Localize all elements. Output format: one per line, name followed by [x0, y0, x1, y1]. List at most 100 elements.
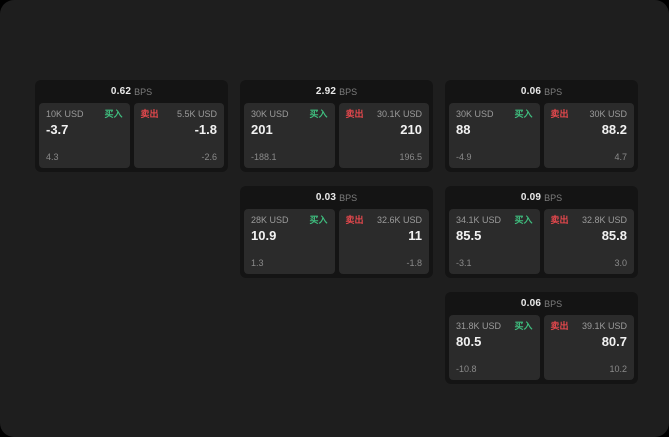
- quote-panels: 10K USD 买入 -3.7 4.3 卖出 5.5K USD -1.8 -2.…: [35, 103, 228, 172]
- buy-panel: 34.1K USD 买入 85.5 -3.1: [449, 209, 540, 274]
- buy-price: 80.5: [456, 334, 482, 349]
- sell-button[interactable]: 卖出: [345, 215, 364, 225]
- sell-panel: 卖出 5.5K USD -1.8 -2.6: [133, 103, 224, 168]
- panel-top-row: 10K USD 买入: [46, 110, 123, 119]
- buy-size-label: 30K USD: [251, 109, 289, 119]
- buy-price: 85.5: [456, 228, 482, 243]
- panel-top-row: 卖出 5.5K USD: [141, 110, 218, 119]
- buy-button[interactable]: 买入: [104, 109, 123, 119]
- quote-panels: 31.8K USD 买入 80.5 -10.8 卖出 39.1K USD 80.…: [445, 315, 638, 384]
- sell-size-label: 32.8K USD: [581, 215, 627, 225]
- buy-button[interactable]: 买入: [309, 109, 328, 119]
- sell-delta: 4.7: [614, 152, 627, 162]
- sell-price: 11: [408, 228, 422, 243]
- buy-panel: 31.8K USD 买入 80.5 -10.8: [449, 315, 540, 380]
- sell-price: 210: [400, 122, 422, 137]
- sell-delta: 3.0: [614, 258, 627, 268]
- buy-size-label: 34.1K USD: [456, 215, 502, 225]
- panel-top-row: 31.8K USD 买入: [456, 322, 533, 331]
- buy-button[interactable]: 买入: [514, 215, 533, 225]
- spread-header: 0.03 BPS: [240, 186, 433, 209]
- spread-header: 0.62 BPS: [35, 80, 228, 103]
- panel-top-row: 28K USD 买入: [251, 216, 328, 225]
- spread-unit: BPS: [544, 86, 563, 97]
- spread-value: 0.06: [520, 298, 542, 309]
- quote-card: 2.92 BPS 30K USD 买入 201 -188.1 卖出 30.1K …: [240, 80, 433, 172]
- buy-button[interactable]: 买入: [309, 215, 328, 225]
- sell-price: 88.2: [601, 122, 627, 137]
- sell-size-label: 30K USD: [589, 109, 627, 119]
- spread-unit: BPS: [544, 192, 563, 203]
- spread-header: 2.92 BPS: [240, 80, 433, 103]
- panel-top-row: 卖出 32.8K USD: [551, 216, 628, 225]
- buy-panel: 28K USD 买入 10.9 1.3: [244, 209, 335, 274]
- sell-panel: 卖出 30.1K USD 210 196.5: [338, 103, 429, 168]
- buy-delta: -4.9: [456, 152, 472, 162]
- quote-card: 0.62 BPS 10K USD 买入 -3.7 4.3 卖出 5.5K USD…: [35, 80, 228, 172]
- quote-panels: 28K USD 买入 10.9 1.3 卖出 32.6K USD 11 -1.8: [240, 209, 433, 278]
- panel-top-row: 卖出 30K USD: [551, 110, 628, 119]
- spread-header: 0.09 BPS: [445, 186, 638, 209]
- buy-delta: -188.1: [251, 152, 277, 162]
- sell-panel: 卖出 39.1K USD 80.7 10.2: [543, 315, 634, 380]
- sell-size-label: 30.1K USD: [376, 109, 422, 119]
- buy-price: -3.7: [46, 122, 69, 137]
- quote-card: 0.03 BPS 28K USD 买入 10.9 1.3 卖出 32.6K US…: [240, 186, 433, 278]
- sell-panel: 卖出 32.8K USD 85.8 3.0: [543, 209, 634, 274]
- panel-top-row: 卖出 32.6K USD: [346, 216, 423, 225]
- spread-unit: BPS: [339, 192, 358, 203]
- buy-button[interactable]: 买入: [514, 109, 533, 119]
- panel-top-row: 30K USD 买入: [456, 110, 533, 119]
- spread-value: 2.92: [315, 86, 337, 97]
- sell-button[interactable]: 卖出: [550, 215, 569, 225]
- panel-top-row: 卖出 39.1K USD: [551, 322, 628, 331]
- sell-size-label: 5.5K USD: [176, 109, 217, 119]
- buy-panel: 10K USD 买入 -3.7 4.3: [39, 103, 130, 168]
- panel-top-row: 卖出 30.1K USD: [346, 110, 423, 119]
- spread-header: 0.06 BPS: [445, 80, 638, 103]
- buy-delta: -3.1: [456, 258, 472, 268]
- quote-card: 0.06 BPS 31.8K USD 买入 80.5 -10.8 卖出 39.1…: [445, 292, 638, 384]
- buy-price: 201: [251, 122, 273, 137]
- sell-price: 80.7: [601, 334, 627, 349]
- buy-delta: -10.8: [456, 364, 477, 374]
- sell-size-label: 32.6K USD: [376, 215, 422, 225]
- sell-button[interactable]: 卖出: [140, 109, 159, 119]
- sell-delta: -1.8: [406, 258, 422, 268]
- buy-price: 10.9: [251, 228, 277, 243]
- sell-button[interactable]: 卖出: [550, 109, 569, 119]
- sell-button[interactable]: 卖出: [345, 109, 364, 119]
- buy-panel: 30K USD 买入 88 -4.9: [449, 103, 540, 168]
- quote-panels: 30K USD 买入 88 -4.9 卖出 30K USD 88.2 4.7: [445, 103, 638, 172]
- spread-unit: BPS: [339, 86, 358, 97]
- buy-size-label: 10K USD: [46, 109, 84, 119]
- spread-value: 0.62: [110, 86, 132, 97]
- sell-size-label: 39.1K USD: [581, 321, 627, 331]
- sell-delta: -2.6: [201, 152, 217, 162]
- panel-top-row: 34.1K USD 买入: [456, 216, 533, 225]
- spread-header: 0.06 BPS: [445, 292, 638, 315]
- sell-price: -1.8: [194, 122, 217, 137]
- buy-panel: 30K USD 买入 201 -188.1: [244, 103, 335, 168]
- quote-card: 0.09 BPS 34.1K USD 买入 85.5 -3.1 卖出 32.8K…: [445, 186, 638, 278]
- buy-button[interactable]: 买入: [514, 321, 533, 331]
- buy-size-label: 28K USD: [251, 215, 289, 225]
- panel-top-row: 30K USD 买入: [251, 110, 328, 119]
- spread-value: 0.06: [520, 86, 542, 97]
- sell-button[interactable]: 卖出: [550, 321, 569, 331]
- buy-price: 88: [456, 122, 471, 137]
- sell-panel: 卖出 32.6K USD 11 -1.8: [338, 209, 429, 274]
- sell-delta: 10.2: [609, 364, 627, 374]
- quote-panels: 30K USD 买入 201 -188.1 卖出 30.1K USD 210 1…: [240, 103, 433, 172]
- buy-size-label: 31.8K USD: [456, 321, 502, 331]
- spread-value: 0.09: [520, 192, 542, 203]
- sell-panel: 卖出 30K USD 88.2 4.7: [543, 103, 634, 168]
- spread-unit: BPS: [134, 86, 153, 97]
- quote-card: 0.06 BPS 30K USD 买入 88 -4.9 卖出 30K USD 8…: [445, 80, 638, 172]
- buy-size-label: 30K USD: [456, 109, 494, 119]
- buy-delta: 4.3: [46, 152, 59, 162]
- sell-delta: 196.5: [399, 152, 422, 162]
- spread-unit: BPS: [544, 298, 563, 309]
- buy-delta: 1.3: [251, 258, 264, 268]
